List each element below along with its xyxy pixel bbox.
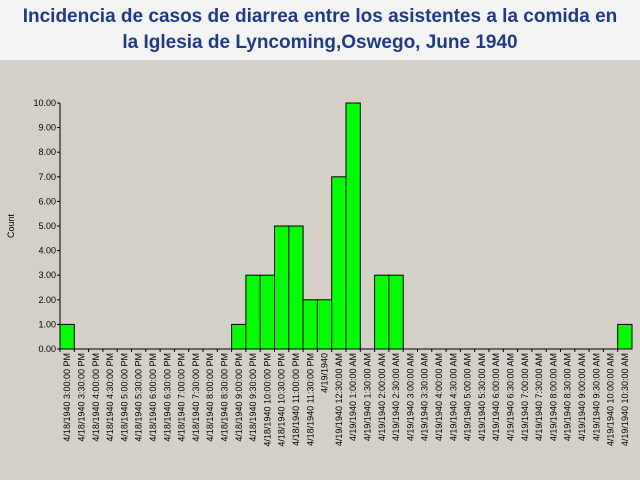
x-tick-label: 4/18/1940 5:30:00 PM <box>134 353 144 442</box>
x-tick-label: 4/19/1940 10:30:00 AM <box>620 353 630 446</box>
x-tick-label: 4/18/1940 6:00:00 PM <box>148 353 158 442</box>
x-tick-label: 4/19/1940 2:30:00 AM <box>391 353 401 441</box>
x-tick-label: 4/18/1940 8:30:00 PM <box>219 353 229 442</box>
x-tick-label: 4/18/1940 10:30:00 PM <box>277 353 287 447</box>
x-tick-label: 4/19/1940 8:00:00 AM <box>548 353 558 441</box>
bar <box>59 323 75 350</box>
x-tick-label: 4/19/1940 12:30:00 AM <box>334 353 344 446</box>
bar <box>302 299 318 350</box>
x-tick-label: 4/18/1940 3:00:00 PM <box>62 353 72 442</box>
x-tick-label: 4/19/1940 1:30:00 AM <box>362 353 372 441</box>
y-tick-label: 3.00 <box>38 270 56 280</box>
chart: Count 0.00 1.00 2.00 3.00 4.00 5.00 6.00 7.00 8.… <box>6 98 633 447</box>
x-tick-label: 4/19/1940 8:30:00 AM <box>563 353 573 441</box>
bar <box>316 299 333 350</box>
x-tick-label: 4/18/1940 11:00:00 PM <box>291 353 301 446</box>
y-tick-label: 10.00 <box>33 98 56 108</box>
x-tick-label: 4/19/1940 9:30:00 AM <box>591 353 601 441</box>
x-tick-label: 4/18/1940 7:00:00 PM <box>177 353 187 442</box>
x-tick-label: 4/19/1940 6:30:00 AM <box>505 353 515 441</box>
x-tick-label: 4/19/1940 2:00:00 AM <box>377 353 387 441</box>
x-tick-label: 4/18/1940 4:30:00 PM <box>105 353 115 442</box>
bar <box>245 274 261 350</box>
x-tick-label: 4/18/1940 11:30:00 PM <box>305 353 315 446</box>
bar <box>388 274 404 350</box>
x-tick-label: 4/19/1940 3:00:00 AM <box>405 353 415 441</box>
y-tick-label: 9.00 <box>38 123 56 133</box>
x-tick-label: 4/19/1940 7:00:00 AM <box>520 353 530 441</box>
x-tick-label: 4/18/1940 3:30:00 PM <box>76 353 86 442</box>
x-tick-label: 4/18/1940 9:00:00 PM <box>234 353 244 442</box>
chart-title: Incidencia de casos de diarrea entre los… <box>22 6 618 53</box>
x-tick-label: 4/18/1940 5:00:00 PM <box>119 353 129 442</box>
x-tick-label: 4/18/1940 7:30:00 PM <box>191 353 201 442</box>
y-tick-label: 8.00 <box>38 147 56 157</box>
x-tick-label: 4/19/1940 5:00:00 AM <box>463 353 473 441</box>
bar <box>259 274 276 350</box>
header: Incidencia de casos de diarrea entre los… <box>0 0 640 60</box>
y-tick-label: 7.00 <box>38 172 56 182</box>
x-tick-label: 4/19/1940 7:30:00 AM <box>534 353 544 441</box>
x-tick-label: 4/18/1940 9:30:00 PM <box>248 353 258 442</box>
x-tick-label: 4/18/1940 10:00:00 PM <box>262 353 272 447</box>
x-tick-label: 4/19/1940 10:00:00 AM <box>606 353 616 446</box>
y-tick-label: 6.00 <box>38 196 56 206</box>
y-tick-label: 0.00 <box>38 344 56 354</box>
x-tick-label: 4/19/1940 9:00:00 AM <box>577 353 587 441</box>
x-tick-label: 4/19/1940 3:30:00 AM <box>420 353 430 441</box>
bar <box>274 225 290 350</box>
bar <box>331 176 347 350</box>
y-tick-label: 4.00 <box>38 246 56 256</box>
y-tick-label: 1.00 <box>38 319 56 329</box>
y-axis-label: Count <box>6 214 16 239</box>
x-tick-label: 4/19/1940 5:30:00 AM <box>477 353 487 441</box>
x-tick-label: 4/18/1940 6:30:00 PM <box>162 353 172 442</box>
x-tick-label: 4/18/1940 4:00:00 PM <box>91 353 101 442</box>
bar <box>617 323 633 350</box>
bar <box>231 323 247 350</box>
x-tick-label: 4/19/1940 1:00:00 AM <box>348 353 358 441</box>
x-tick-label: 4/19/1940 4:00:00 AM <box>434 353 444 441</box>
y-tick-label: 2.00 <box>38 295 56 305</box>
bar <box>374 274 390 350</box>
x-tick-label: 4/19/1940 4:30:00 AM <box>448 353 458 441</box>
x-tick-label: 4/19/1940 <box>320 353 330 393</box>
bar <box>288 225 304 350</box>
y-tick-label: 5.00 <box>38 221 56 231</box>
bar <box>345 102 361 350</box>
x-tick-label: 4/19/1940 6:00:00 AM <box>491 353 501 441</box>
x-tick-label: 4/18/1940 8:00:00 PM <box>205 353 215 442</box>
